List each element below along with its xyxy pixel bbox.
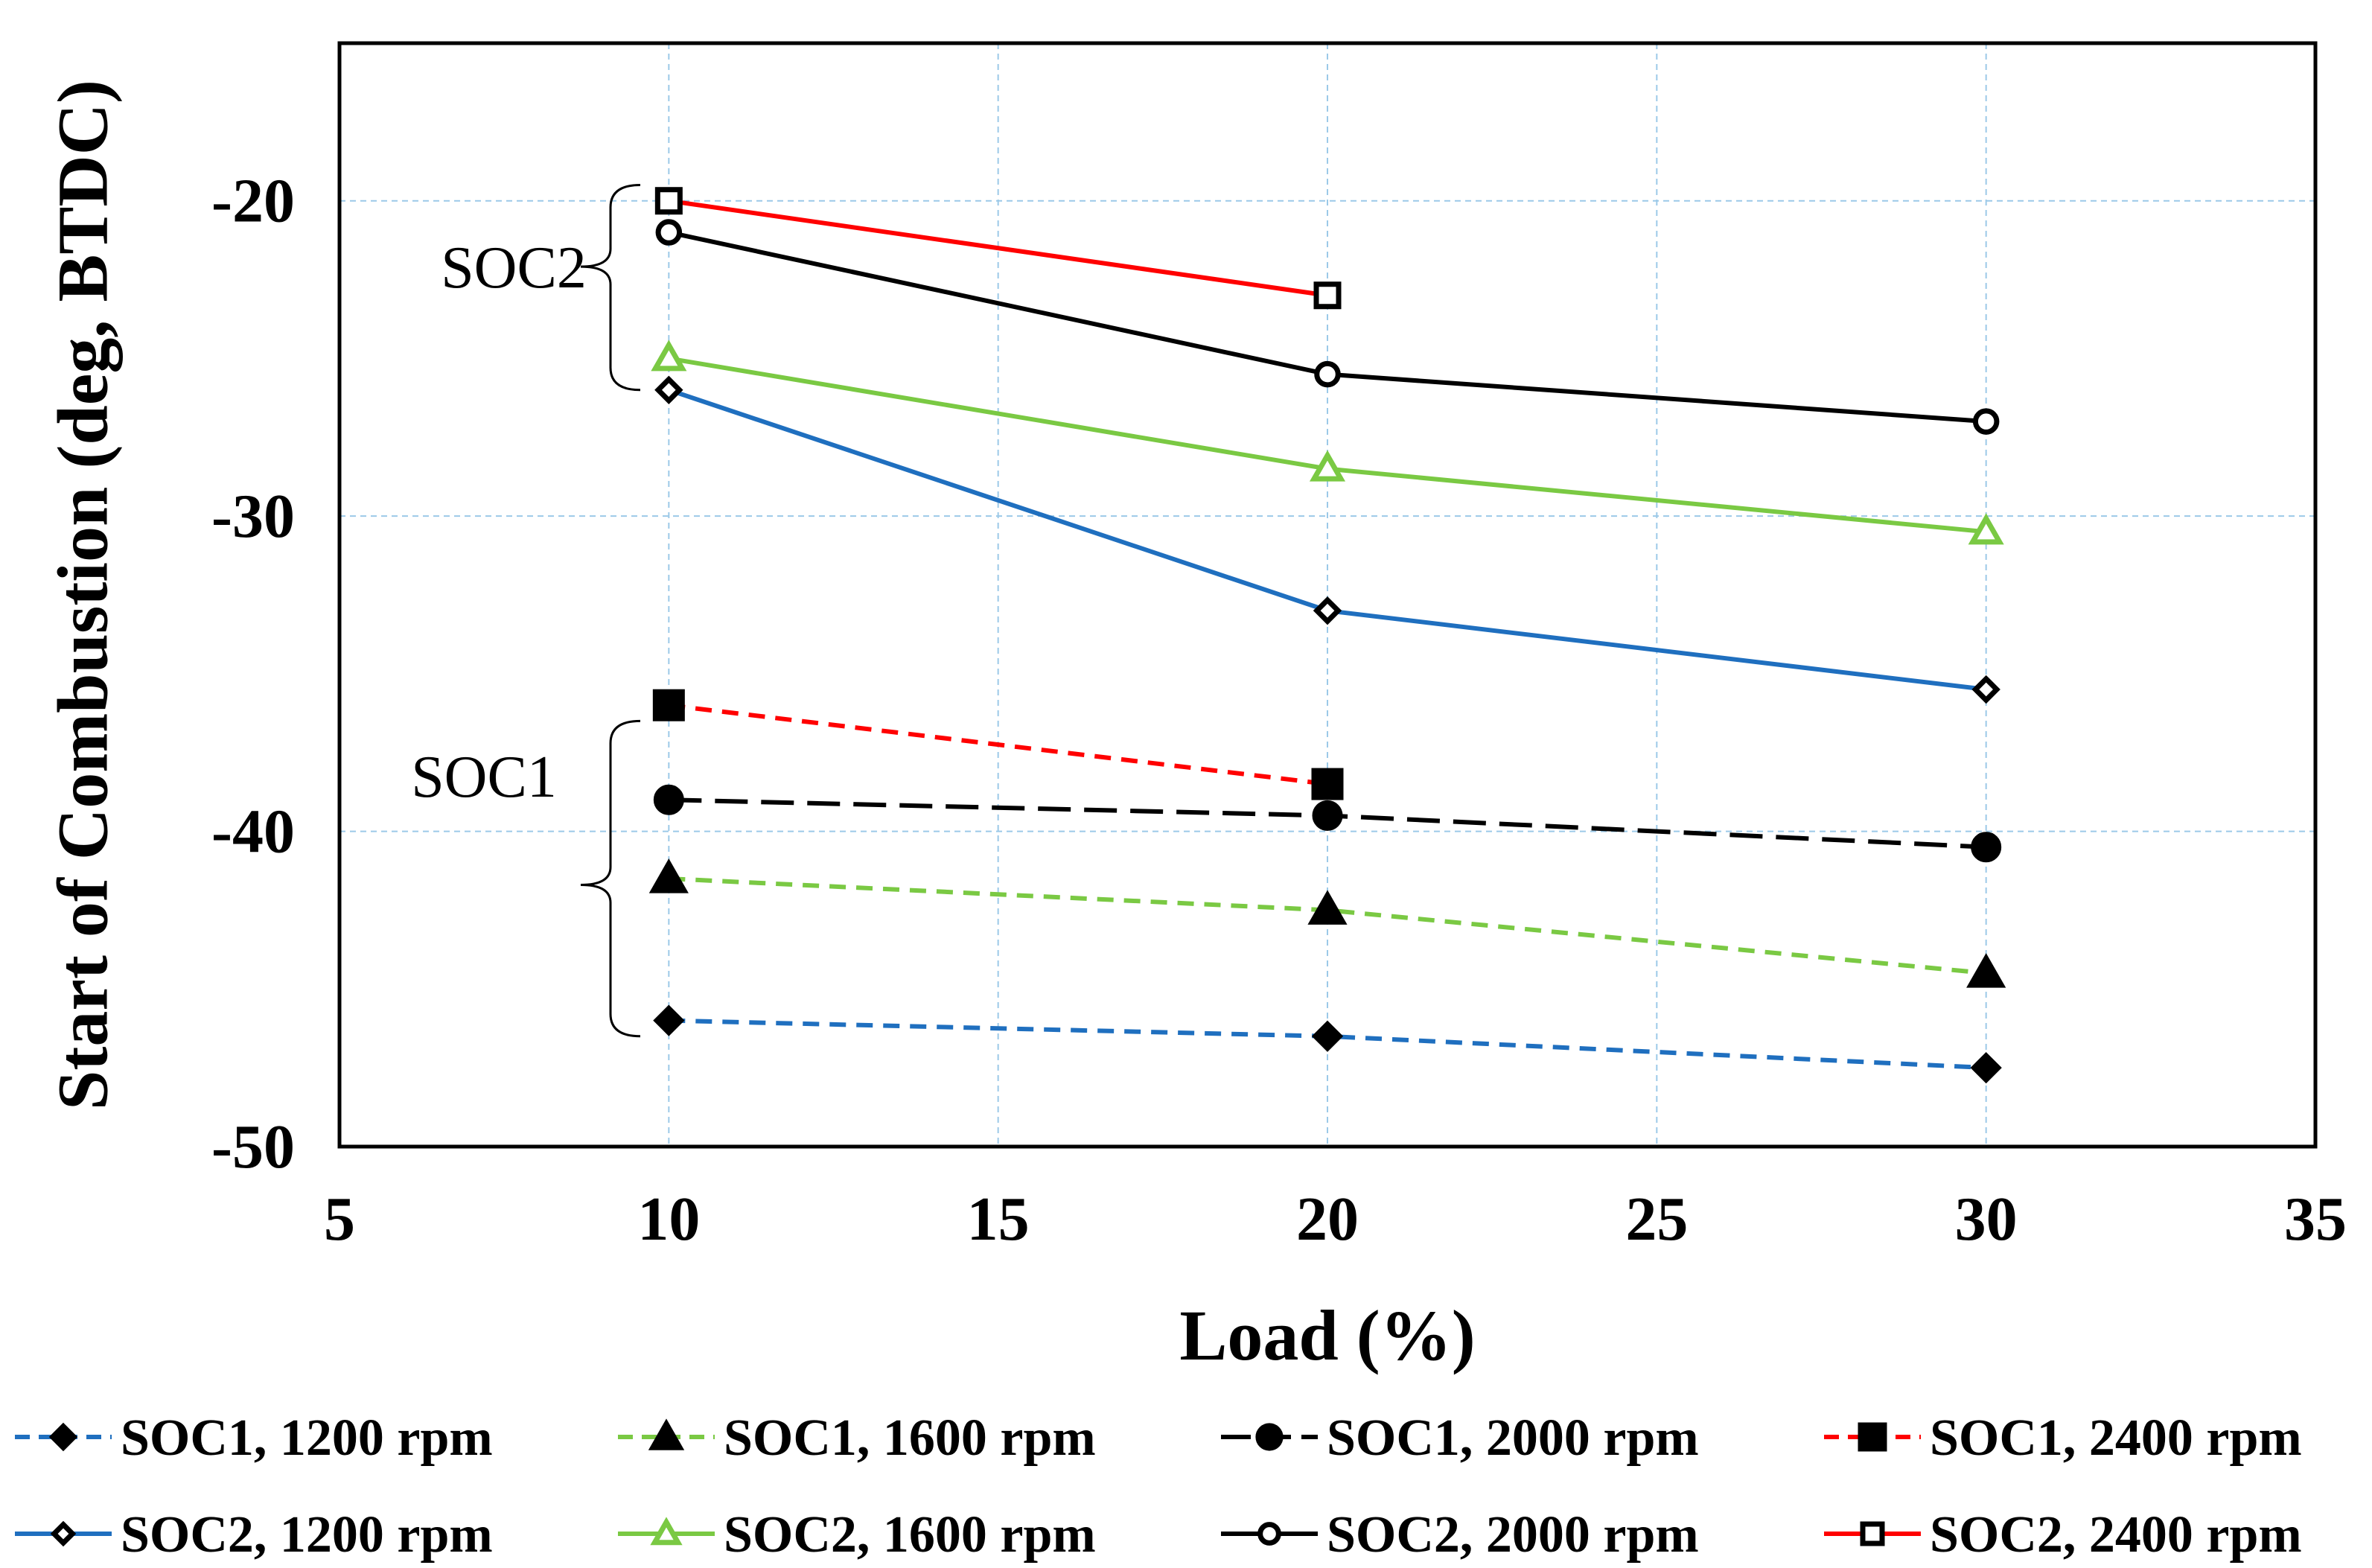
legend: SOC1, 1200 rpm SOC1, 1600 rpm SOC1, 2000 r… xyxy=(15,1409,2302,1564)
series-line-soc2-1200-rpm xyxy=(668,387,1987,692)
data-point xyxy=(1311,768,1344,800)
data-point xyxy=(654,187,683,215)
legend-label: SOC2, 2400 rpm xyxy=(1930,1506,2302,1564)
data-point xyxy=(1311,1020,1344,1052)
legend-item-soc1-1600-rpm: SOC1, 1600 rpm xyxy=(618,1409,1096,1467)
series-lines xyxy=(668,198,1987,1071)
data-point xyxy=(1312,800,1343,831)
annotation-label: SOC2 xyxy=(441,235,587,301)
x-tick-label: 35 xyxy=(2284,1185,2347,1254)
series-points-soc1-2400-rpm xyxy=(652,689,1344,800)
data-point xyxy=(653,1004,685,1036)
data-point xyxy=(1968,513,2004,545)
data-point xyxy=(655,219,683,246)
series-markers xyxy=(648,187,2006,1084)
series-points-soc2-1200-rpm xyxy=(654,375,2000,704)
legend-item-soc2-1200-rpm: SOC2, 1200 rpm xyxy=(15,1506,493,1564)
legend-label: SOC2, 2000 rpm xyxy=(1327,1506,1699,1564)
data-point xyxy=(1966,953,2006,988)
plot-area xyxy=(337,41,2318,1149)
legend-item-soc2-1600-rpm: SOC2, 1600 rpm xyxy=(618,1506,1096,1564)
data-point xyxy=(1309,450,1346,482)
legend-item-soc2-2000-rpm: SOC2, 2000 rpm xyxy=(1221,1506,1699,1564)
series-line-soc1-2400-rpm xyxy=(668,703,1328,787)
legend-marker xyxy=(1860,1521,1885,1546)
legend-marker xyxy=(50,1520,77,1547)
x-tick-label: 5 xyxy=(324,1185,355,1254)
series-points-soc2-1600-rpm xyxy=(651,340,2004,545)
annotation-brace xyxy=(580,719,641,1038)
y-tick-label: -20 xyxy=(211,167,295,236)
legend-item-soc1-1200-rpm: SOC1, 1200 rpm xyxy=(15,1409,493,1467)
legend-marker xyxy=(648,1418,685,1450)
data-point xyxy=(1307,890,1348,925)
data-point xyxy=(1972,408,2000,435)
legend-marker xyxy=(650,1517,683,1546)
legend-item-soc2-2400-rpm: SOC2, 2400 rpm xyxy=(1824,1506,2302,1564)
data-point xyxy=(1314,360,1341,388)
series-points-soc2-2400-rpm xyxy=(654,187,1342,310)
y-tick-label: -30 xyxy=(211,482,295,551)
data-point xyxy=(1970,1052,2002,1084)
data-point xyxy=(654,375,683,404)
legend-marker xyxy=(1257,1522,1281,1546)
data-point xyxy=(1313,281,1342,310)
legend-marker xyxy=(1858,1422,1887,1452)
data-point xyxy=(652,689,685,721)
series-points-soc2-2000-rpm xyxy=(655,219,2000,435)
legend-marker xyxy=(48,1422,78,1452)
data-point xyxy=(653,784,684,815)
series-line-soc2-2400-rpm xyxy=(668,198,1328,298)
annotation-brace xyxy=(580,184,641,392)
legend-label: SOC1, 2000 rpm xyxy=(1327,1409,1699,1467)
y-tick-label: -40 xyxy=(211,797,295,867)
legend-label: SOC2, 1600 rpm xyxy=(724,1506,1096,1564)
y-tick-label: -50 xyxy=(211,1112,295,1182)
data-point xyxy=(1971,675,2000,704)
data-point xyxy=(651,340,687,372)
series-points-soc1-2000-rpm xyxy=(653,784,2002,863)
legend-marker xyxy=(1255,1423,1284,1451)
legend-label: SOC2, 1200 rpm xyxy=(121,1506,493,1564)
annotation-brackets: SOC2 SOC1 xyxy=(411,184,641,1038)
x-tick-label: 10 xyxy=(637,1185,700,1254)
y-axis-label: Start of Combustion (deg, BTDC) xyxy=(43,80,123,1110)
gridlines xyxy=(339,43,2315,1147)
annotation-label: SOC1 xyxy=(411,745,557,810)
legend-label: SOC1, 1600 rpm xyxy=(724,1409,1096,1467)
series-points-soc1-1200-rpm xyxy=(653,1004,2002,1084)
x-tick-label: 30 xyxy=(1955,1185,2018,1254)
x-tick-label: 20 xyxy=(1296,1185,1359,1254)
x-tick-label: 25 xyxy=(1625,1185,1688,1254)
data-point xyxy=(1971,832,2002,863)
data-point xyxy=(648,858,689,893)
tick-labels: 5 10 15 20 25 30 35 -20 -30 -40 -50 xyxy=(211,167,2347,1254)
legend-label: SOC1, 2400 rpm xyxy=(1930,1409,2302,1467)
legend-item-soc1-2000-rpm: SOC1, 2000 rpm xyxy=(1221,1409,1699,1467)
legend-item-soc1-2400-rpm: SOC1, 2400 rpm xyxy=(1824,1409,2302,1467)
legend-label: SOC1, 1200 rpm xyxy=(121,1409,493,1467)
data-point xyxy=(1313,596,1342,625)
x-tick-label: 15 xyxy=(967,1185,1030,1254)
series-points-soc1-1600-rpm xyxy=(648,858,2006,988)
x-axis-label: Load (%) xyxy=(1179,1295,1475,1375)
